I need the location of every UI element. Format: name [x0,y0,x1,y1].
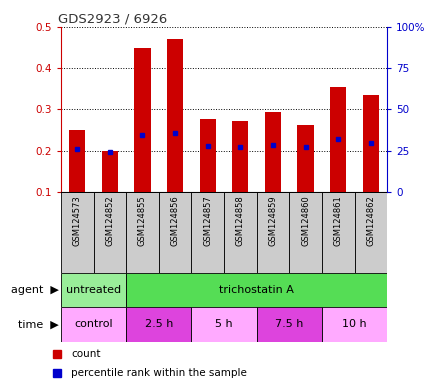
Bar [362,95,378,192]
Text: control: control [74,319,112,329]
Bar [321,307,386,342]
Bar [61,192,93,273]
Bar [354,192,386,273]
Bar [191,192,224,273]
Bar [264,111,280,192]
Text: GSM124860: GSM124860 [300,195,309,246]
Text: agent  ▶: agent ▶ [11,285,59,295]
Text: 5 h: 5 h [215,319,232,329]
Bar [167,39,183,192]
Bar [329,87,345,192]
Bar [297,125,313,192]
Text: GDS2923 / 6926: GDS2923 / 6926 [57,13,167,26]
Bar [126,273,386,307]
Text: GSM124856: GSM124856 [170,195,179,246]
Text: trichostatin A: trichostatin A [219,285,293,295]
Bar [232,121,248,192]
Text: GSM124861: GSM124861 [333,195,342,246]
Bar [158,192,191,273]
Bar [134,48,150,192]
Bar [69,130,85,192]
Text: GSM124858: GSM124858 [235,195,244,246]
Bar [93,192,126,273]
Text: 7.5 h: 7.5 h [274,319,303,329]
Text: time  ▶: time ▶ [18,319,59,329]
Text: GSM124862: GSM124862 [365,195,375,246]
Bar [256,307,321,342]
Bar [256,192,289,273]
Text: 10 h: 10 h [342,319,366,329]
Bar [199,119,215,192]
Text: percentile rank within the sample: percentile rank within the sample [71,368,247,378]
Text: GSM124859: GSM124859 [268,195,277,246]
Bar [126,307,191,342]
Bar [126,192,158,273]
Text: untreated: untreated [66,285,121,295]
Bar [289,192,321,273]
Bar [102,151,118,192]
Bar [61,273,126,307]
Text: 2.5 h: 2.5 h [144,319,173,329]
Bar [321,192,354,273]
Text: GSM124857: GSM124857 [203,195,212,246]
Text: GSM124852: GSM124852 [105,195,114,246]
Bar [224,192,256,273]
Text: GSM124855: GSM124855 [138,195,147,246]
Text: count: count [71,349,100,359]
Bar [191,307,256,342]
Text: GSM124573: GSM124573 [72,195,82,246]
Bar [61,307,126,342]
